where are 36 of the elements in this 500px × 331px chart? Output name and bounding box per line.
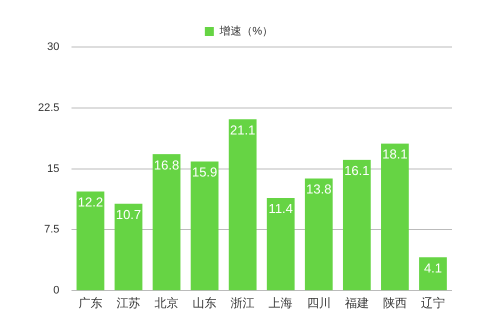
x-tick-label: 陕西: [382, 296, 407, 310]
data-label: 10.7: [116, 206, 142, 222]
data-label: 18.1: [382, 146, 408, 162]
y-tick-label: 0: [53, 284, 60, 297]
y-tick-label: 15: [47, 162, 60, 175]
bar: [114, 204, 142, 290]
bar: [419, 257, 447, 290]
x-tick-label: 北京: [154, 296, 179, 310]
data-label: 21.1: [230, 122, 256, 138]
data-label: 12.2: [78, 194, 104, 210]
bar: [381, 144, 409, 290]
data-label: 13.8: [306, 182, 332, 197]
y-tick-label: 30: [47, 41, 60, 54]
x-tick-label: 四川: [306, 296, 331, 310]
bar: [266, 198, 295, 290]
bar: [342, 160, 371, 290]
x-tick-label: 山东: [192, 296, 217, 310]
bar: [228, 119, 257, 290]
bar: [76, 192, 104, 290]
data-label: 15.9: [192, 164, 218, 180]
x-tick-label: 浙江: [230, 296, 255, 310]
data-label: 16.8: [154, 157, 180, 172]
x-tick-label: 江苏: [116, 296, 140, 310]
data-label: 4.1: [424, 260, 442, 276]
bar: [152, 154, 180, 290]
y-tick-label: 7.5: [44, 224, 60, 236]
bar: [304, 178, 333, 290]
x-tick-label: 广东: [78, 296, 102, 310]
legend-label: 增速（%）: [218, 24, 274, 38]
data-label: 11.4: [268, 201, 293, 216]
data-label: 16.1: [344, 162, 370, 178]
y-tick-label: 22.5: [38, 102, 60, 114]
x-tick-label: 福建: [344, 296, 369, 310]
x-tick-label: 上海: [268, 296, 293, 310]
x-tick-label: 辽宁: [420, 296, 445, 310]
bar: [190, 161, 219, 290]
